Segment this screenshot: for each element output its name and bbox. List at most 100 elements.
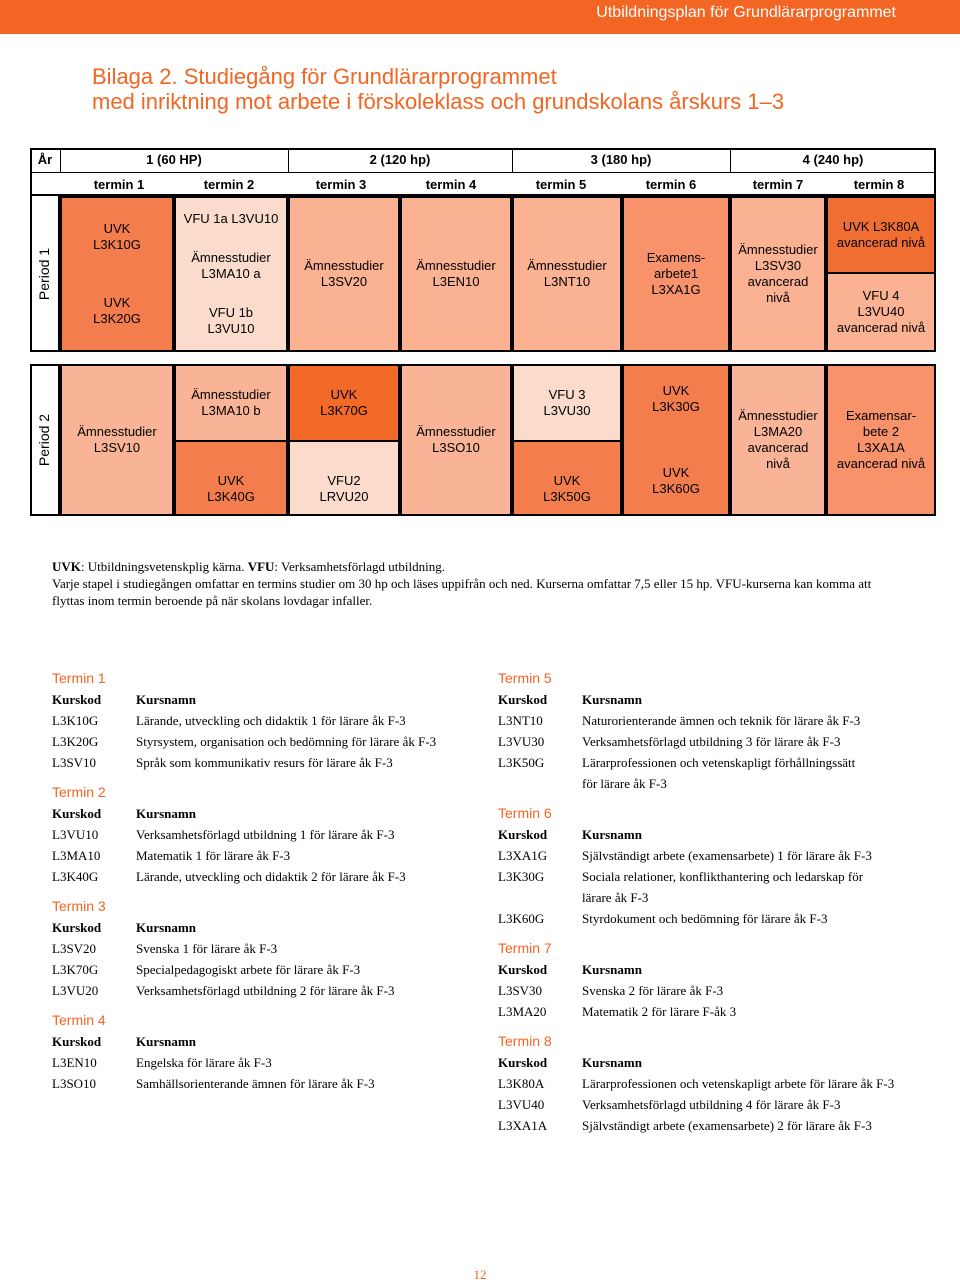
course-row: L3K30G Sociala relationer, konflikthanter… xyxy=(498,866,938,908)
year-divider xyxy=(60,148,61,172)
course-name-line: Verksamhetsförlagd utbildning 3 för lära… xyxy=(582,734,841,749)
course-name: Lärarprofessionen och vetenskapligt förh… xyxy=(582,752,938,794)
course-name-line: Svenska 1 för lärare åk F-3 xyxy=(136,941,278,956)
course-code-header: Kurskod xyxy=(498,962,548,977)
course-name-header: Kursnamn xyxy=(136,692,196,707)
course-table-header: Kurskod Kursnamn xyxy=(498,824,938,845)
course-name-line: Självständigt arbete (examensarbete) 2 f… xyxy=(582,1118,872,1133)
term-8-header: termin 8 xyxy=(853,177,905,192)
course-code: L3EN10 xyxy=(52,1055,97,1070)
year-1: 1 (60 HP) xyxy=(146,152,202,167)
p2-term2-top-cell: Ämnesstudier L3MA10 b xyxy=(174,364,288,442)
term-2-header: termin 2 xyxy=(203,177,255,192)
term-course-block: Termin 6 Kurskod Kursnamn L3XA1G Självständi… xyxy=(498,803,938,929)
period-1-label: Period 1 xyxy=(36,247,52,301)
p2-term5-top-cell: VFU 3 L3VU30 xyxy=(512,364,622,442)
term-course-title: Termin 2 xyxy=(52,784,106,800)
year-divider xyxy=(512,148,513,172)
course-name-line: Matematik 2 för lärare F-åk 3 xyxy=(582,1004,737,1019)
course-code: L3XA1G xyxy=(498,848,548,863)
course-code: L3VU20 xyxy=(52,983,99,998)
course-list-left: Termin 1 Kurskod Kursnamn L3K10G Lärande, ut… xyxy=(52,668,492,1103)
course-row: L3MA20 Matematik 2 för lärare F-åk 3 xyxy=(498,1001,938,1022)
term-course-block: Termin 7 Kurskod Kursnamn L3SV30 Svenska 2 f… xyxy=(498,938,938,1022)
course-name-line: för lärare åk F-3 xyxy=(582,776,667,791)
term-course-title: Termin 5 xyxy=(498,670,552,686)
course-name-line: Samhällsorienterande ämnen för lärare åk… xyxy=(136,1076,375,1091)
page-title-line-2: med inriktning mot arbete i förskoleklas… xyxy=(92,89,785,114)
course-name: Verksamhetsförlagd utbildning 3 för lära… xyxy=(582,731,938,752)
course-list-right: Termin 5 Kurskod Kursnamn L3NT10 Naturorient… xyxy=(498,668,938,1145)
p1-t1-top: UVK L3K10G xyxy=(93,221,141,252)
course-name-line: Engelska för lärare åk F-3 xyxy=(136,1055,272,1070)
p1-term4-cell: Ämnesstudier L3EN10 xyxy=(400,196,512,352)
period-2-label: Period 2 xyxy=(36,413,52,467)
p2-term3-bottom-cell: VFU2 LRVU20 xyxy=(288,440,400,516)
course-code-header: Kurskod xyxy=(52,1034,102,1049)
course-name-line: Verksamhetsförlagd utbildning 2 för lära… xyxy=(136,983,395,998)
course-name: Sociala relationer, konflikthantering oc… xyxy=(582,866,938,908)
course-code: L3VU10 xyxy=(52,827,99,842)
p1-term7-cell: Ämnesstudier L3SV30 avancerad nivå xyxy=(730,196,826,352)
course-name: Svenska 2 för lärare åk F-3 xyxy=(582,980,938,1001)
course-row: L3K50G Lärarprofessionen och vetenskaplig… xyxy=(498,752,938,794)
plan-note-line-2: flyttas inom termin beroende på när skol… xyxy=(52,593,373,608)
course-row: L3K20G Styrsystem, organisation och bedöm… xyxy=(52,731,492,752)
term-course-title: Termin 8 xyxy=(498,1033,552,1049)
course-name: Naturorienterande ämnen och teknik för l… xyxy=(582,710,938,731)
p1-term5-cell: Ämnesstudier L3NT10 xyxy=(512,196,622,352)
course-name-line: Verksamhetsförlagd utbildning 4 för lära… xyxy=(582,1097,841,1112)
course-row: L3NT10 Naturorienterande ämnen och teknik… xyxy=(498,710,938,731)
course-name: Svenska 1 för lärare åk F-3 xyxy=(136,938,492,959)
course-code: L3K40G xyxy=(52,869,99,884)
course-code: L3K20G xyxy=(52,734,99,749)
course-name-line: Sociala relationer, konflikthantering oc… xyxy=(582,869,864,884)
course-name: Engelska för lärare åk F-3 xyxy=(136,1052,492,1073)
course-code: L3MA20 xyxy=(498,1004,547,1019)
page-title: Bilaga 2. Studiegång för Grundlärarprogr… xyxy=(92,64,784,114)
course-name-line: Matematik 1 för lärare åk F-3 xyxy=(136,848,291,863)
course-code: L3VU40 xyxy=(498,1097,545,1112)
course-code: L3SV20 xyxy=(52,941,97,956)
course-row: L3VU20 Verksamhetsförlagd utbildning 2 fö… xyxy=(52,980,492,1001)
p1-term3-cell: Ämnesstudier L3SV20 xyxy=(288,196,400,352)
course-row: L3K60G Styrdokument och bedömning för lär… xyxy=(498,908,938,929)
course-code-header: Kurskod xyxy=(52,920,102,935)
course-code-header: Kurskod xyxy=(498,692,548,707)
p2-term4-cell: Ämnesstudier L3SO10 xyxy=(400,364,512,516)
course-table-header: Kurskod Kursnamn xyxy=(498,959,938,980)
term-course-title: Termin 6 xyxy=(498,805,552,821)
term-3-header: termin 3 xyxy=(315,177,367,192)
course-row: L3SV10 Språk som kommunikativ resurs för … xyxy=(52,752,492,773)
course-row: L3SO10 Samhällsorienterande ämnen för lär… xyxy=(52,1073,492,1094)
year-3: 3 (180 hp) xyxy=(590,152,652,167)
course-name: Lärande, utveckling och didaktik 1 för l… xyxy=(136,710,492,731)
p2-term3-top-cell: UVK L3K70G xyxy=(288,364,400,442)
course-name: Självständigt arbete (examensarbete) 1 f… xyxy=(582,845,938,866)
year-divider xyxy=(730,148,731,172)
course-name-line: Specialpedagogiskt arbete för lärare åk … xyxy=(136,962,361,977)
term-course-title: Termin 3 xyxy=(52,898,106,914)
course-table-header: Kurskod Kursnamn xyxy=(52,803,492,824)
year-label: År xyxy=(37,152,53,167)
term-course-title: Termin 1 xyxy=(52,670,106,686)
course-name: Specialpedagogiskt arbete för lärare åk … xyxy=(136,959,492,980)
course-code: L3SO10 xyxy=(52,1076,97,1091)
course-code: L3MA10 xyxy=(52,848,101,863)
course-name-header: Kursnamn xyxy=(136,920,196,935)
course-name-line: Självständigt arbete (examensarbete) 1 f… xyxy=(582,848,872,863)
course-name: Lärarprofessionen och vetenskapligt arbe… xyxy=(582,1073,938,1094)
abbreviation-note: UVK: Utbildningsvetenskplig kärna. VFU: … xyxy=(52,559,445,574)
course-row: L3K70G Specialpedagogiskt arbete för lära… xyxy=(52,959,492,980)
course-code-header: Kurskod xyxy=(52,692,102,707)
p2-term1-cell: Ämnesstudier L3SV10 xyxy=(60,364,174,516)
year-divider xyxy=(288,148,289,172)
page-title-line-1: Bilaga 2. Studiegång för Grundlärarprogr… xyxy=(92,64,557,89)
p1-term6-cell: Examens- arbete1 L3XA1G xyxy=(622,196,730,352)
course-code: L3K60G xyxy=(498,911,545,926)
course-row: L3VU10 Verksamhetsförlagd utbildning 1 fö… xyxy=(52,824,492,845)
course-name-header: Kursnamn xyxy=(136,806,196,821)
year-2: 2 (120 hp) xyxy=(369,152,431,167)
term-course-block: Termin 1 Kurskod Kursnamn L3K10G Lärande, ut… xyxy=(52,668,492,773)
course-name: Matematik 1 för lärare åk F-3 xyxy=(136,845,492,866)
